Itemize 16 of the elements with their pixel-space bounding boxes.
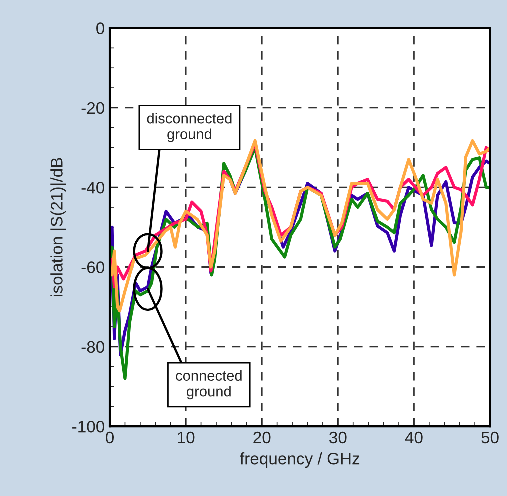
- annotation: connected ground: [176, 370, 242, 400]
- y-tick-label: -80: [82, 341, 105, 354]
- annotation: disconnected ground: [147, 113, 232, 142]
- y-axis-title: isolation |S(21)|/dB: [50, 158, 66, 296]
- x-tick-label: 20: [254, 432, 271, 444]
- x-axis-title: frequency / GHz: [240, 452, 360, 468]
- x-tick-label: 50: [482, 432, 499, 444]
- y-tick-label: -20: [82, 102, 105, 114]
- y-tick-label: -60: [82, 262, 105, 274]
- x-tick-label: 10: [178, 432, 195, 444]
- y-tick-label: -40: [82, 182, 105, 194]
- x-tick-label: 0: [106, 432, 114, 444]
- y-tick-label: 0: [96, 22, 105, 34]
- x-tick-label: 30: [330, 432, 347, 444]
- y-tick-label: -100: [72, 420, 105, 433]
- x-tick-label: 40: [405, 432, 423, 444]
